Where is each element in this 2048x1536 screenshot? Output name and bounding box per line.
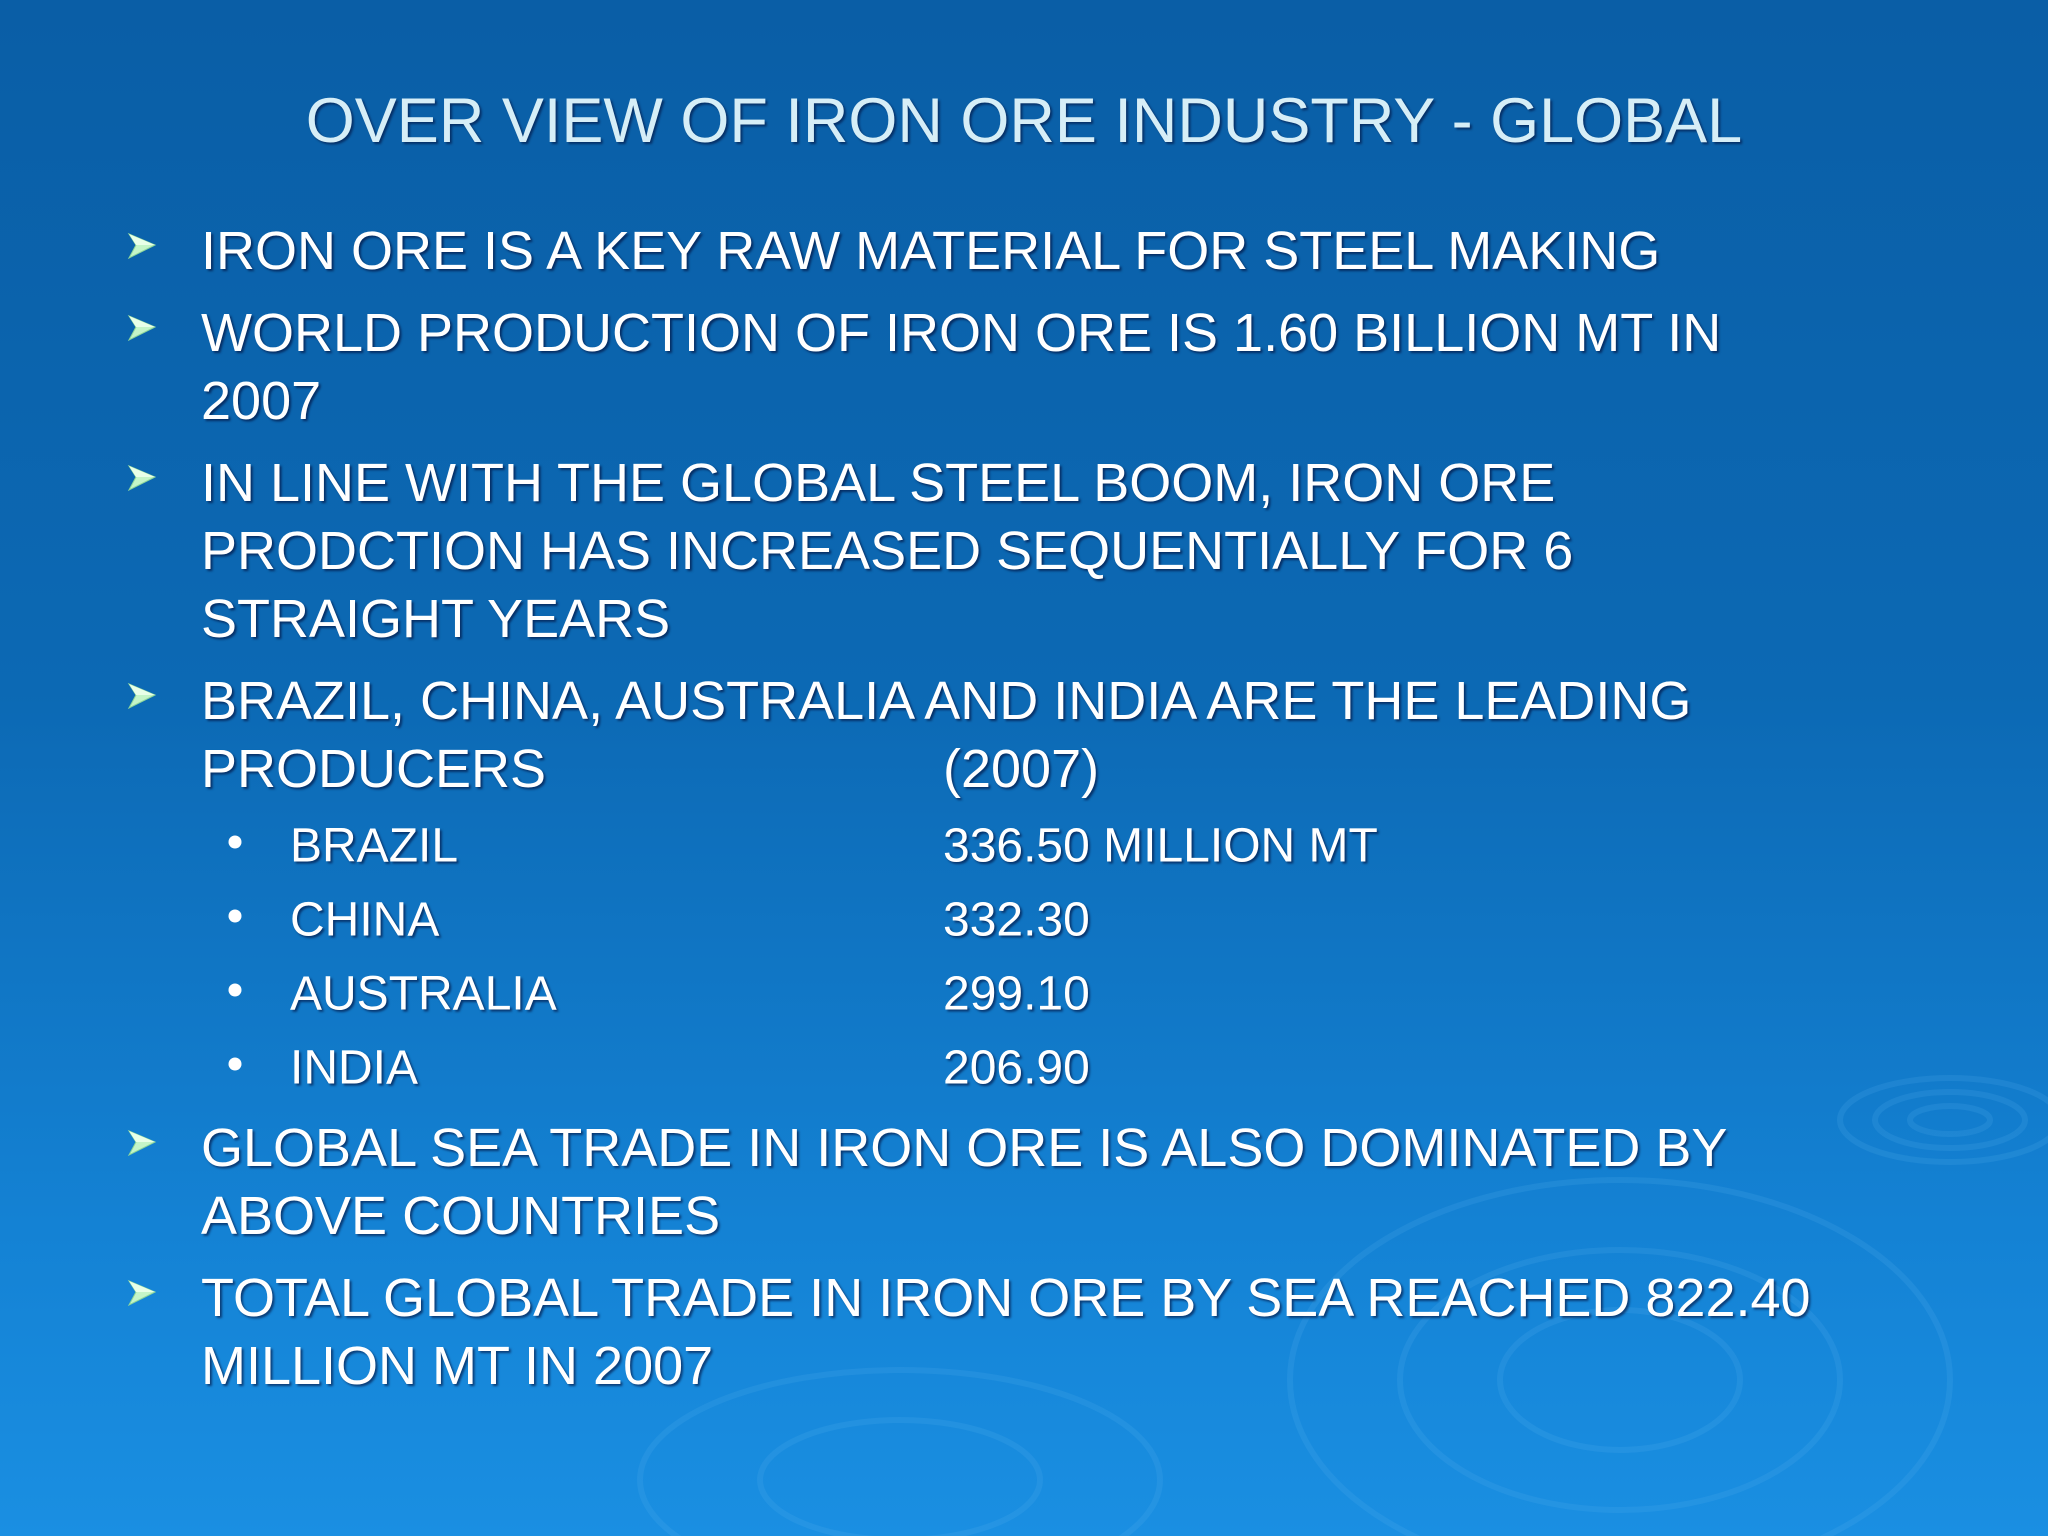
sub-bullet-dot xyxy=(228,835,242,849)
bullet-text: IRON ORE IS A KEY RAW MATERIAL FOR STEEL… xyxy=(201,221,1661,281)
bullet-text: STRAIGHT YEARS xyxy=(201,589,671,649)
sub-bullet-dot xyxy=(228,983,242,997)
bullet-arrow xyxy=(127,1129,157,1157)
bullet-text: BRAZIL, CHINA, AUSTRALIA AND INDIA ARE T… xyxy=(201,671,1692,731)
sub-bullet-dot xyxy=(228,909,242,923)
bullet-arrow xyxy=(127,1279,157,1307)
bullet-text: TOTAL GLOBAL TRADE IN IRON ORE BY SEA RE… xyxy=(201,1268,1811,1328)
bullet-text: PRODCTION HAS INCREASED SEQUENTIALLY FOR… xyxy=(201,521,1574,581)
bullet-arrow xyxy=(127,232,157,260)
bullet-text: GLOBAL SEA TRADE IN IRON ORE IS ALSO DOM… xyxy=(201,1118,1728,1178)
bullet-text: ABOVE COUNTRIES xyxy=(201,1186,721,1246)
production-value: 206.90 xyxy=(943,1041,1090,1095)
bullet-text: PRODUCERS xyxy=(201,739,547,799)
bullet-arrow xyxy=(127,464,157,492)
bullet-text: 2007 xyxy=(201,371,322,431)
country-name: INDIA xyxy=(290,1041,419,1095)
production-value: 299.10 xyxy=(943,967,1090,1021)
bullet-arrow xyxy=(127,314,157,342)
country-name: AUSTRALIA xyxy=(290,967,557,1021)
year-label: (2007) xyxy=(943,739,1100,799)
bullet-arrow xyxy=(127,682,157,710)
bullet-text: WORLD PRODUCTION OF IRON ORE IS 1.60 BIL… xyxy=(201,303,1722,363)
country-name: BRAZIL xyxy=(290,819,459,873)
country-name: CHINA xyxy=(290,893,440,947)
bullet-text: MILLION MT IN 2007 xyxy=(201,1336,714,1396)
sub-bullet-dot xyxy=(228,1057,242,1071)
production-value: 332.30 xyxy=(943,893,1090,947)
production-value: 336.50 MILLION MT xyxy=(943,819,1378,873)
slide-title: OVER VIEW OF IRON ORE INDUSTRY - GLOBAL xyxy=(305,86,1743,156)
bullet-text: IN LINE WITH THE GLOBAL STEEL BOOM, IRON… xyxy=(201,453,1556,513)
